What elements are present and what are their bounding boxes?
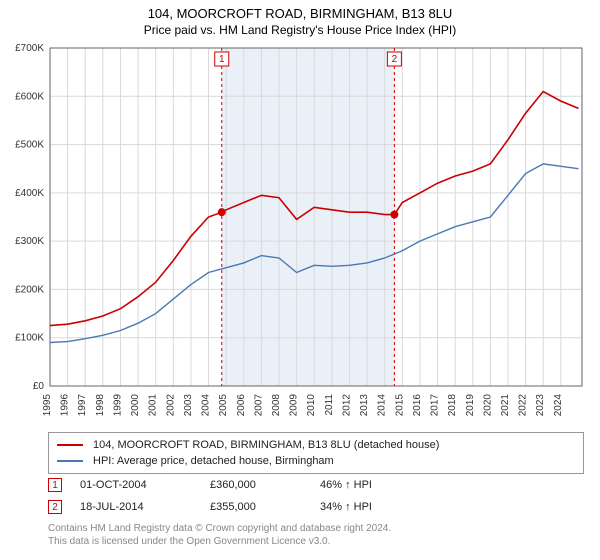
- svg-text:2021: 2021: [500, 394, 511, 417]
- event-date: 01-OCT-2004: [80, 479, 210, 491]
- svg-text:2002: 2002: [165, 394, 176, 417]
- svg-text:£600K: £600K: [15, 91, 44, 102]
- svg-text:2005: 2005: [218, 394, 229, 417]
- event-table: 1 01-OCT-2004£360,00046% ↑ HPI 2 18-JUL-201…: [48, 474, 584, 518]
- event-marker-icon: 2: [48, 500, 62, 514]
- svg-text:2020: 2020: [482, 394, 493, 417]
- event-hpi: 34% ↑ HPI: [320, 501, 440, 513]
- svg-text:2013: 2013: [359, 394, 370, 417]
- event-price: £355,000: [210, 501, 320, 513]
- legend-row: HPI: Average price, detached house, Birm…: [57, 453, 575, 469]
- event-hpi: 46% ↑ HPI: [320, 479, 440, 491]
- svg-text:2003: 2003: [183, 394, 194, 417]
- svg-text:1: 1: [219, 54, 225, 65]
- svg-text:£700K: £700K: [15, 43, 44, 54]
- svg-text:£200K: £200K: [15, 284, 44, 295]
- chart-container: 104, MOORCROFT ROAD, BIRMINGHAM, B13 8LU…: [0, 0, 600, 560]
- chart-title: 104, MOORCROFT ROAD, BIRMINGHAM, B13 8LU: [0, 0, 600, 21]
- footer-line-2: This data is licensed under the Open Gov…: [48, 535, 584, 548]
- svg-text:2004: 2004: [201, 394, 212, 417]
- svg-text:2012: 2012: [341, 394, 352, 417]
- svg-text:2015: 2015: [394, 394, 405, 417]
- event-row: 2 18-JUL-2014£355,00034% ↑ HPI: [48, 496, 584, 518]
- svg-text:2019: 2019: [465, 394, 476, 417]
- chart-subtitle: Price paid vs. HM Land Registry's House …: [0, 21, 600, 41]
- legend-row: 104, MOORCROFT ROAD, BIRMINGHAM, B13 8LU…: [57, 437, 575, 453]
- svg-text:2006: 2006: [236, 394, 247, 417]
- svg-text:2011: 2011: [324, 394, 335, 416]
- svg-text:2014: 2014: [377, 394, 388, 417]
- legend-label: 104, MOORCROFT ROAD, BIRMINGHAM, B13 8LU…: [93, 439, 439, 451]
- legend-label: HPI: Average price, detached house, Birm…: [93, 455, 334, 467]
- svg-text:2007: 2007: [253, 394, 264, 417]
- svg-text:2016: 2016: [412, 394, 423, 417]
- footer-line-1: Contains HM Land Registry data © Crown c…: [48, 522, 584, 535]
- svg-text:2018: 2018: [447, 394, 458, 417]
- event-row: 1 01-OCT-2004£360,00046% ↑ HPI: [48, 474, 584, 496]
- svg-text:£100K: £100K: [15, 333, 44, 344]
- event-date: 18-JUL-2014: [80, 501, 210, 513]
- svg-text:2009: 2009: [289, 394, 300, 417]
- svg-text:1995: 1995: [42, 394, 53, 417]
- svg-text:2017: 2017: [430, 394, 441, 417]
- svg-text:2000: 2000: [130, 394, 141, 417]
- svg-text:2010: 2010: [306, 394, 317, 417]
- event-marker-icon: 1: [48, 478, 62, 492]
- svg-text:2001: 2001: [148, 394, 159, 417]
- line-chart: 1219951996199719981999200020012002200320…: [48, 46, 584, 422]
- svg-text:1998: 1998: [95, 394, 106, 417]
- legend-swatch: [57, 444, 83, 446]
- svg-text:1996: 1996: [60, 394, 71, 417]
- legend-swatch: [57, 460, 83, 462]
- svg-text:2008: 2008: [271, 394, 282, 417]
- svg-text:2022: 2022: [518, 394, 529, 417]
- svg-text:2: 2: [392, 54, 398, 65]
- svg-text:1999: 1999: [112, 394, 123, 417]
- footer-attribution: Contains HM Land Registry data © Crown c…: [48, 522, 584, 548]
- legend: 104, MOORCROFT ROAD, BIRMINGHAM, B13 8LU…: [48, 432, 584, 474]
- svg-text:£400K: £400K: [15, 188, 44, 199]
- svg-text:2023: 2023: [535, 394, 546, 417]
- svg-text:£500K: £500K: [15, 140, 44, 151]
- svg-text:£0: £0: [33, 381, 45, 392]
- svg-text:1997: 1997: [77, 394, 88, 417]
- svg-text:£300K: £300K: [15, 236, 44, 247]
- event-price: £360,000: [210, 479, 320, 491]
- svg-text:2024: 2024: [553, 394, 564, 417]
